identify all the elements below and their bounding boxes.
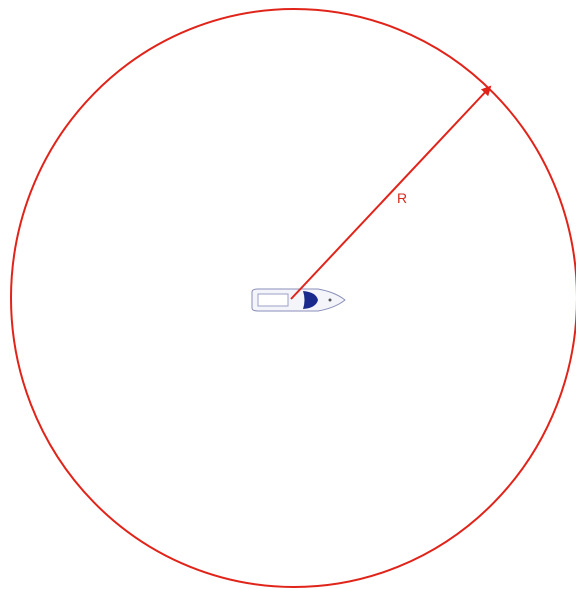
- diagram: R: [0, 0, 576, 589]
- radius-arrow: [291, 87, 490, 299]
- radius-label: R: [397, 190, 407, 206]
